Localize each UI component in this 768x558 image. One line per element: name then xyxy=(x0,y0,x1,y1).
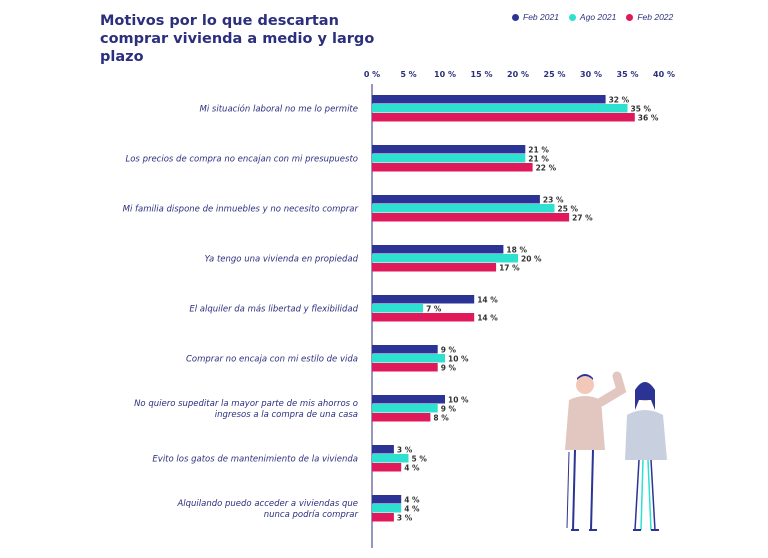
bar xyxy=(372,413,431,422)
bar xyxy=(372,345,438,354)
legend: Feb 2021 Ago 2021 Feb 2022 xyxy=(512,12,673,22)
category-label: Ya tengo una vivienda en propiedad xyxy=(205,255,359,265)
legend-swatch xyxy=(568,13,576,21)
bar xyxy=(372,354,445,363)
bar xyxy=(372,363,438,372)
bar xyxy=(372,95,606,104)
legend-label: Ago 2021 xyxy=(579,12,617,22)
x-tick-label: 20 % xyxy=(507,70,529,79)
bar xyxy=(372,395,445,404)
bar xyxy=(372,113,635,122)
bar xyxy=(372,513,394,522)
person-man-figure xyxy=(565,371,627,531)
category-label: Los precios de compra no encajan con mi … xyxy=(126,155,359,165)
person-woman-figure xyxy=(625,382,667,531)
legend-label: Feb 2021 xyxy=(523,12,559,22)
bar xyxy=(372,213,570,222)
x-tick-label: 0 % xyxy=(364,70,380,79)
bar xyxy=(372,454,409,463)
illustration-people xyxy=(565,371,667,531)
data-label: 35 % xyxy=(631,105,652,114)
category-label: No quiero supeditar la mayor parte de mi… xyxy=(134,399,358,409)
legend-item-ago-2021: Ago 2021 xyxy=(568,12,617,22)
data-label: 32 % xyxy=(609,96,630,105)
bar xyxy=(372,504,402,513)
bar xyxy=(372,404,438,413)
bar xyxy=(372,463,402,472)
x-tick-label: 25 % xyxy=(544,70,566,79)
bar xyxy=(372,304,424,313)
bar xyxy=(372,263,497,272)
bar xyxy=(372,154,526,163)
x-tick-label: 5 % xyxy=(400,70,416,79)
category-label: Mi familia dispone de inmuebles y no nec… xyxy=(123,205,359,215)
data-label: 9 % xyxy=(441,364,457,373)
legend-item-feb-2022: Feb 2022 xyxy=(626,12,673,22)
category-label: Mi situación laboral no me lo permite xyxy=(200,104,358,115)
data-label: 9 % xyxy=(441,405,457,414)
data-label: 18 % xyxy=(506,246,527,255)
x-tick-label: 30 % xyxy=(580,70,602,79)
bar xyxy=(372,145,526,154)
data-label: 14 % xyxy=(477,296,498,305)
chart-title: Motivos por lo que descartan comprar viv… xyxy=(100,13,375,65)
x-tick-label: 40 % xyxy=(653,70,675,79)
bar xyxy=(372,445,394,454)
data-label: 21 % xyxy=(528,146,549,155)
bar xyxy=(372,295,475,304)
x-tick-label: 15 % xyxy=(471,70,493,79)
legend-swatch xyxy=(512,13,519,21)
bar xyxy=(372,204,555,213)
bar xyxy=(372,104,628,113)
category-label: El alquiler da más libertad y flexibilid… xyxy=(189,305,358,315)
x-tick-label: 10 % xyxy=(434,70,456,79)
data-label: 36 % xyxy=(638,114,659,123)
data-label: 25 % xyxy=(558,205,579,214)
data-label: 20 % xyxy=(521,255,542,264)
legend-swatch xyxy=(626,13,634,21)
bar xyxy=(372,163,533,172)
bar xyxy=(372,195,540,204)
bar xyxy=(372,495,402,504)
data-label: 3 % xyxy=(397,446,413,455)
bar xyxy=(372,245,504,254)
bar xyxy=(372,254,518,263)
data-label: 4 % xyxy=(404,505,420,514)
data-label: 5 % xyxy=(412,455,428,464)
data-label: 21 % xyxy=(528,155,549,164)
data-label: 22 % xyxy=(536,164,557,173)
data-label: 4 % xyxy=(404,464,420,473)
category-label: Comprar no encaja con mi estilo de vida xyxy=(186,355,358,365)
category-label: ingresos a la compra de una casa xyxy=(215,410,358,420)
legend-label: Feb 2022 xyxy=(637,12,674,22)
x-tick-label: 35 % xyxy=(617,70,639,79)
data-label: 10 % xyxy=(448,355,469,364)
data-label: 14 % xyxy=(477,314,498,323)
category-label: Evito los gatos de mantenimiento de la v… xyxy=(152,455,358,465)
bar xyxy=(372,313,475,322)
data-label: 7 % xyxy=(426,305,442,314)
data-label: 9 % xyxy=(441,346,457,355)
data-label: 8 % xyxy=(433,414,449,423)
data-label: 27 % xyxy=(572,214,593,223)
data-label: 17 % xyxy=(499,264,520,273)
data-label: 23 % xyxy=(543,196,564,205)
data-label: 4 % xyxy=(404,496,420,505)
category-label: Alquilando puedo acceder a viviendas que xyxy=(176,499,358,509)
data-label: 10 % xyxy=(448,396,469,405)
category-label: nunca podría comprar xyxy=(264,510,359,520)
legend-item-feb-2021: Feb 2021 xyxy=(512,12,559,22)
data-label: 3 % xyxy=(397,514,413,523)
